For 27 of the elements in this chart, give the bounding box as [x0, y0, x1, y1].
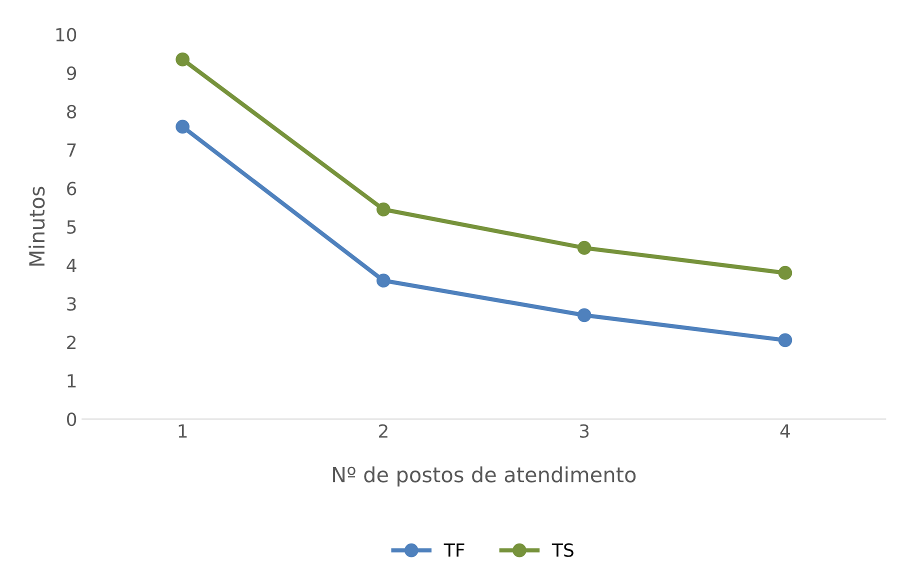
legend-label: TF: [444, 544, 464, 557]
y-tick-label: 2: [67, 336, 76, 349]
point: [577, 308, 592, 322]
y-tick-label: 3: [67, 297, 76, 311]
point: [778, 266, 792, 280]
point: [176, 52, 190, 66]
y-tick-label: 10: [56, 28, 76, 42]
legend-label: TS: [552, 543, 574, 557]
y-tick-label: 6: [67, 182, 76, 196]
point: [376, 274, 390, 288]
y-tick-label: 1: [68, 374, 76, 388]
y-tick-label: 0: [67, 412, 76, 426]
x-tick-label: 4: [780, 424, 790, 438]
x-tick-label: 2: [379, 424, 388, 438]
y-tick-label: 4: [66, 258, 76, 272]
point: [376, 202, 390, 216]
point: [577, 240, 592, 255]
y-tick-label: 5: [67, 220, 76, 234]
point: [778, 333, 792, 348]
y-tick-label: 8: [67, 104, 76, 118]
x-tick-label: 1: [178, 424, 187, 438]
point: [176, 120, 190, 134]
y-tick-label: 9: [66, 66, 76, 80]
y-tick-label: 7: [67, 144, 76, 157]
x-tick-label: 3: [580, 424, 589, 438]
y-axis-title: Minutos: [28, 186, 45, 266]
x-axis-title: Nº de postos de atendimento: [333, 466, 636, 487]
